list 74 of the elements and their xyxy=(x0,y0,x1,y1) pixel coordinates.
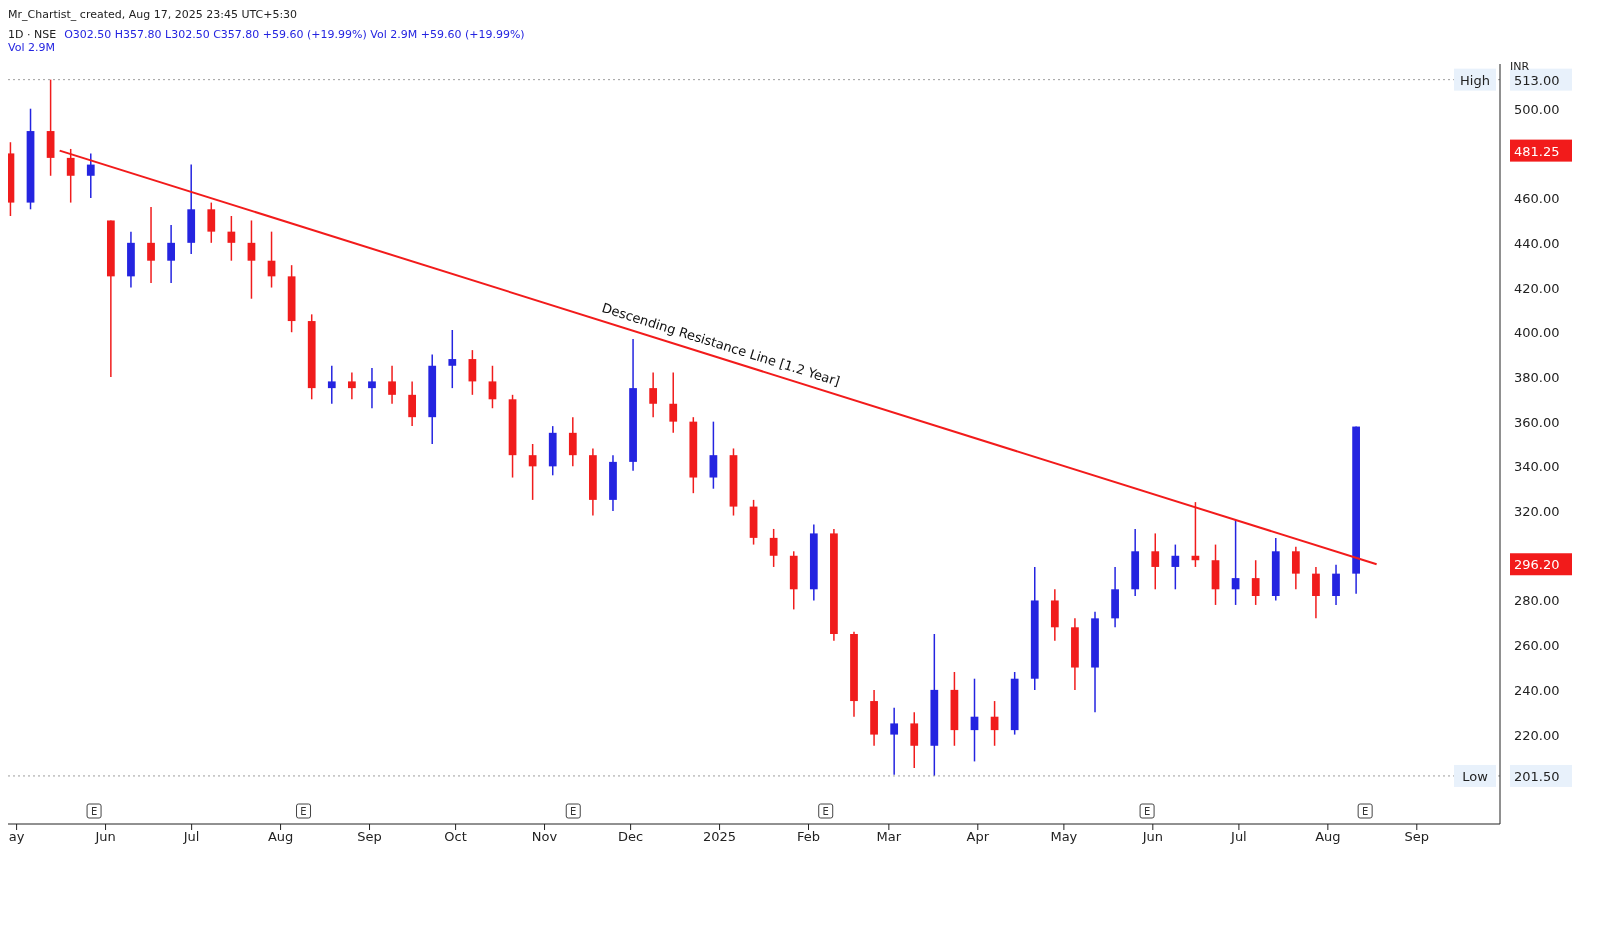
candlestick xyxy=(528,443,537,501)
y-tick-label: 460.00 xyxy=(1514,191,1560,207)
x-tick-label: Sep xyxy=(357,829,382,845)
candlestick xyxy=(890,707,899,776)
x-tick-label: Jun xyxy=(94,829,116,845)
annotation: E xyxy=(1143,806,1151,817)
y-tick-label: 360.00 xyxy=(1514,414,1560,430)
candlestick xyxy=(86,152,95,199)
x-tick-label: Mar xyxy=(876,829,902,845)
candlestick xyxy=(1312,566,1320,620)
x-tick-label: Jul xyxy=(182,829,200,845)
y-tick-label: 500.00 xyxy=(1514,101,1560,117)
candlestick xyxy=(388,365,396,405)
x-tick-label: Dec xyxy=(618,829,644,845)
x-tick-label: Feb xyxy=(797,829,821,845)
annotation: E xyxy=(570,806,577,817)
candlestick xyxy=(769,528,778,568)
candlestick xyxy=(649,371,658,418)
annotation: E xyxy=(90,806,98,817)
y-tick-label: 280.00 xyxy=(1514,593,1560,609)
chart-title: 1D · NSE xyxy=(8,28,57,41)
candlestick xyxy=(327,365,336,405)
y-tick-label: 296.20 xyxy=(1514,557,1560,573)
candlestick xyxy=(910,711,919,769)
candlestick xyxy=(1291,546,1300,591)
x-tick-label: ay xyxy=(8,829,25,845)
ref-line-label: Low xyxy=(1462,768,1489,784)
x-tick-label: Sep xyxy=(1404,829,1430,845)
y-tick-label: 201.50 xyxy=(1514,768,1560,784)
y-tick-label: 420.00 xyxy=(1514,280,1560,296)
candlestick xyxy=(247,219,256,300)
y-tick-label: 260.00 xyxy=(1514,638,1560,654)
candlestick xyxy=(709,420,718,490)
annotation: E xyxy=(822,806,829,817)
candlestick xyxy=(408,380,416,427)
x-tick-label: Jul xyxy=(1230,829,1247,845)
candlestick xyxy=(227,215,236,262)
candlestick xyxy=(147,206,155,284)
candlestick xyxy=(1251,559,1260,606)
x-tick-label: May xyxy=(1050,829,1078,845)
candlestick xyxy=(348,371,356,401)
candlestick xyxy=(368,367,376,409)
candlestick xyxy=(167,224,175,284)
annotation: E xyxy=(300,806,307,817)
candlestick xyxy=(488,365,497,409)
x-tick-label: Aug xyxy=(1315,829,1341,845)
y-tick-label: 513.00 xyxy=(1514,72,1560,88)
x-tick-label: Aug xyxy=(267,829,294,845)
y-tick-label: 320.00 xyxy=(1514,504,1560,520)
candlestick xyxy=(568,416,577,468)
y-tick-label: 340.00 xyxy=(1514,459,1560,475)
y-tick-label: 481.25 xyxy=(1514,143,1560,159)
x-tick-label: Apr xyxy=(966,829,990,845)
text: Vol 2.9M xyxy=(8,41,56,54)
ref-line-label: High xyxy=(1460,72,1490,88)
annotation: E xyxy=(1361,806,1369,817)
candlestick xyxy=(1171,543,1180,591)
candlestick xyxy=(1151,532,1160,591)
y-tick-label: 440.00 xyxy=(1514,235,1560,251)
y-tick-label: 220.00 xyxy=(1514,727,1560,743)
candlestick xyxy=(207,201,216,244)
text: Mr_Chartist_ created, Aug 17, 2025 23:45 UTC+5:30 xyxy=(8,8,299,23)
chart-subtitle: O302.50 H357.80 L302.50 C357.80 +59.60 (+19.99%) Vol 2.9M +59.60 (+19.99%) xyxy=(64,28,525,41)
y-tick-label: 400.00 xyxy=(1514,325,1560,341)
x-tick-label: Jun xyxy=(1141,829,1163,845)
x-tick-label: Nov xyxy=(531,829,558,845)
y-axis-title: INR xyxy=(1510,60,1530,73)
candlestick xyxy=(669,371,678,434)
x-tick-label: Oct xyxy=(444,829,467,845)
candlestick xyxy=(448,329,457,389)
x-tick-label: 2025 xyxy=(703,829,737,845)
y-tick-label: 240.00 xyxy=(1514,682,1560,698)
y-tick-label: 380.00 xyxy=(1514,369,1560,385)
candlestick xyxy=(1332,563,1340,606)
